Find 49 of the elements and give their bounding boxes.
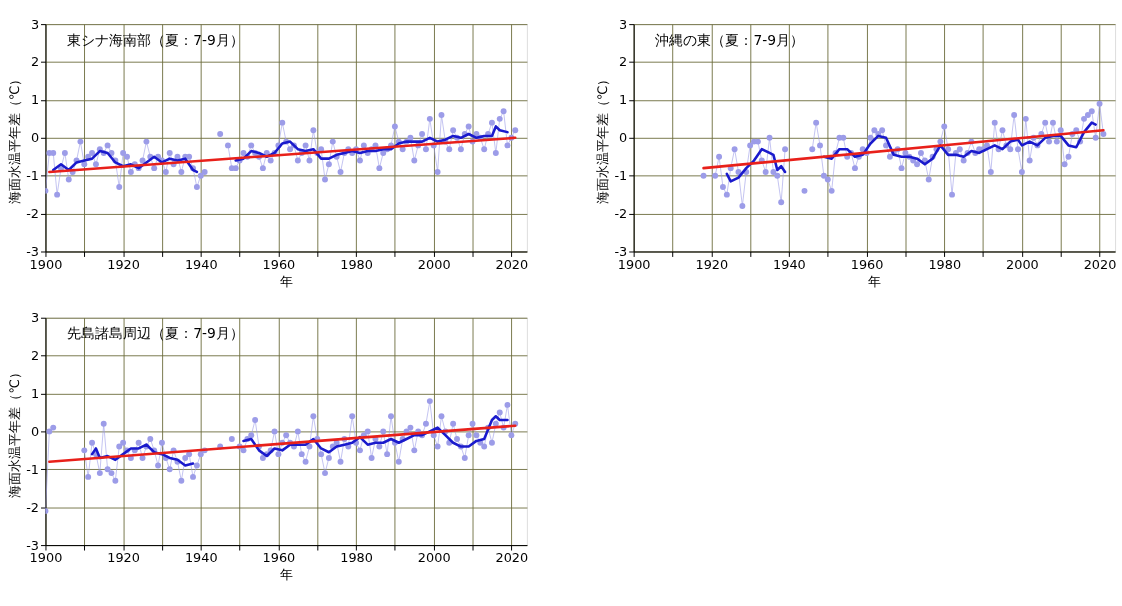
y-tick-label: -1 (614, 168, 628, 184)
y-tick-label: -1 (26, 168, 40, 184)
x-tick-label: 2020 (1083, 256, 1117, 272)
y-axis-title: 海面水温平年差（℃） (595, 72, 611, 205)
y-tick-label: 1 (30, 385, 40, 401)
y-tick-label: 2 (30, 348, 40, 364)
y-tick-label: 3 (30, 16, 40, 32)
x-tick-label: 1980 (928, 256, 962, 272)
x-tick-label: 1920 (107, 256, 140, 272)
x-tick-label: 1940 (184, 256, 218, 272)
x-tick-label: 1900 (29, 256, 63, 272)
y-tick-label: -3 (614, 243, 628, 259)
x-tick-label: 1900 (29, 550, 63, 566)
x-tick-label: 2020 (495, 256, 529, 272)
y-tick-label: -3 (26, 243, 40, 259)
y-tick-label: 3 (30, 310, 40, 326)
x-tick-label: 2000 (1006, 256, 1039, 272)
x-tick-label: 1900 (617, 256, 651, 272)
x-axis-title: 年 (868, 273, 882, 289)
x-tick-label: 1980 (340, 550, 373, 566)
y-tick-label: -2 (614, 206, 628, 222)
y-tick-label: 1 (619, 92, 628, 108)
y-tick-label: 1 (30, 92, 40, 108)
x-tick-label: 1920 (695, 256, 729, 272)
y-tick-label: 0 (619, 130, 628, 146)
x-tick-label: 2000 (417, 256, 451, 272)
x-tick-label: 1960 (850, 256, 884, 272)
y-tick-label: -3 (26, 537, 40, 553)
x-axis-title: 年 (280, 567, 294, 583)
y-tick-label: -2 (26, 499, 40, 515)
y-tick-label: -1 (26, 461, 40, 477)
text: 沖縄の東（夏：7-9月） (655, 31, 804, 48)
y-tick-label: 2 (619, 54, 628, 70)
y-tick-label: 2 (30, 54, 40, 70)
x-tick-label: 1960 (262, 550, 296, 566)
x-tick-label: 1960 (262, 256, 296, 272)
y-tick-label: 3 (619, 16, 628, 32)
x-tick-label: 2020 (495, 550, 529, 566)
x-tick-label: 1920 (107, 550, 140, 566)
x-axis-title: 年 (280, 273, 294, 289)
y-tick-label: 0 (30, 423, 40, 439)
y-tick-label: -2 (26, 206, 40, 222)
x-tick-label: 1940 (184, 550, 218, 566)
x-tick-label: 1980 (340, 256, 373, 272)
x-tick-label: 2000 (417, 550, 451, 566)
y-axis-title: 海面水温平年差（℃） (7, 366, 23, 498)
x-tick-label: 1940 (773, 256, 806, 272)
y-tick-label: 0 (30, 130, 40, 146)
y-axis-title: 海面水温平年差（℃） (7, 72, 23, 205)
